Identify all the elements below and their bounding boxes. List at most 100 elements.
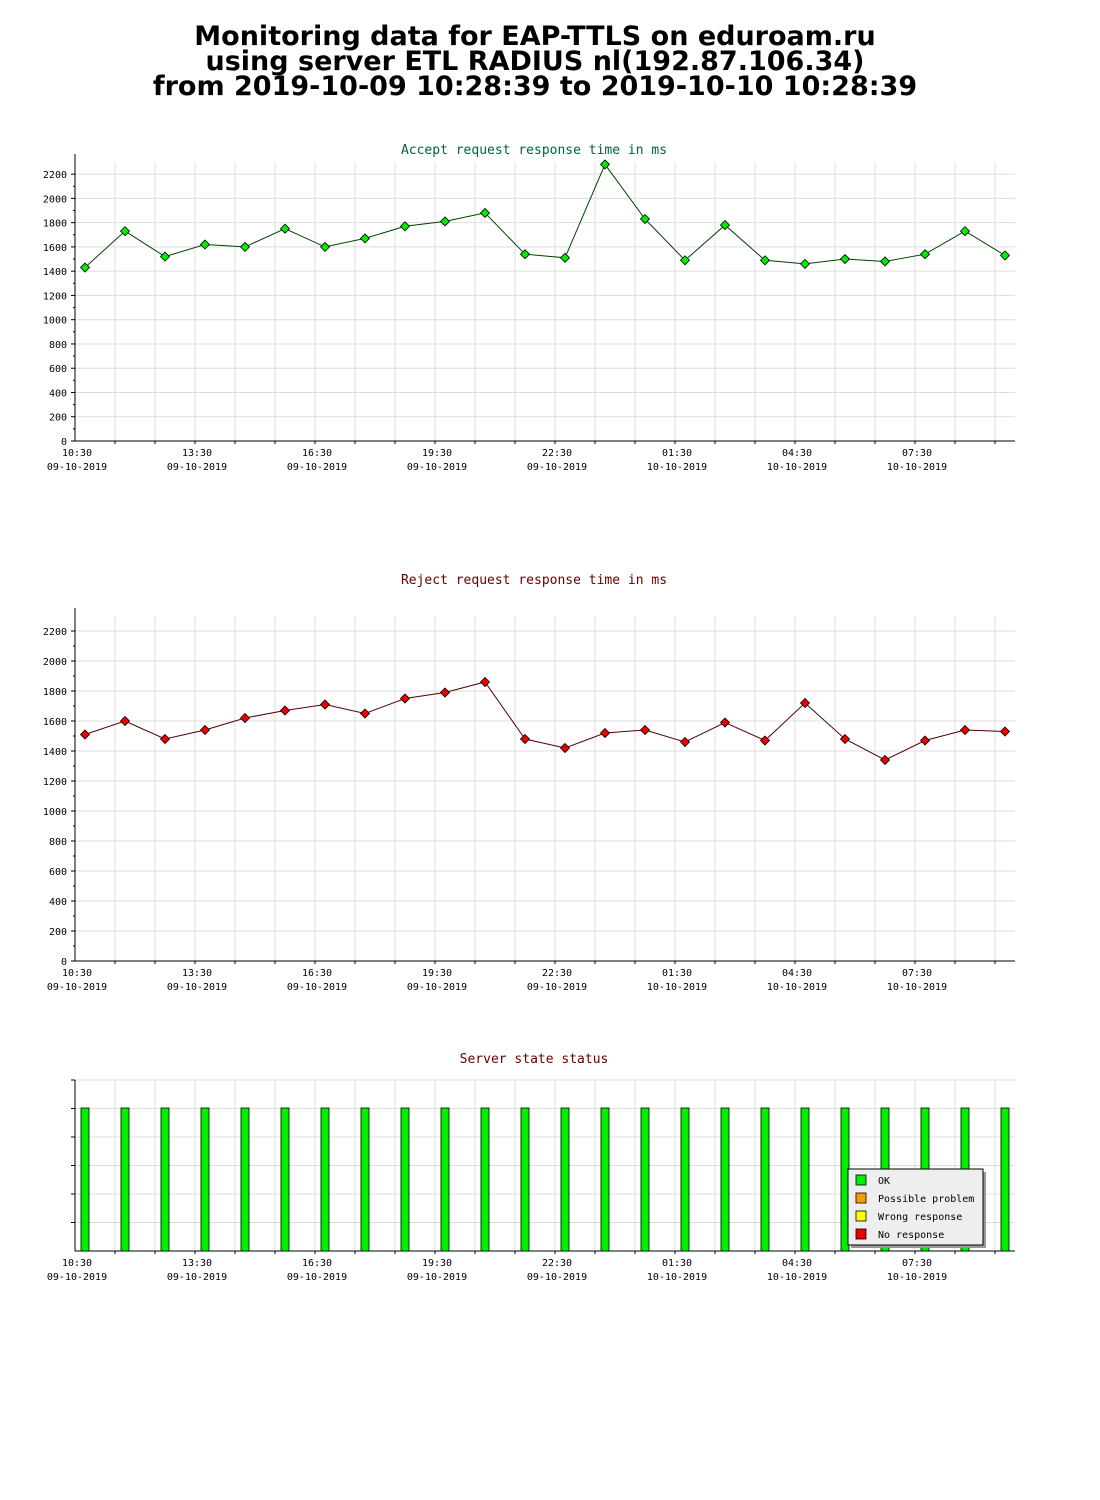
x-tick-date: 09-10-2019: [47, 982, 107, 993]
data-point: [519, 733, 531, 745]
server-state-chart: Server state status 10:30 09-10-2019 13:30 0…: [47, 1052, 1015, 1283]
data-point: [879, 754, 891, 766]
x-tick-time: 22:30: [542, 968, 572, 979]
status-bar: [280, 1107, 290, 1252]
status-bar: [120, 1107, 130, 1252]
x-tick-date: 10-10-2019: [767, 982, 827, 993]
data-point: [599, 727, 611, 739]
x-tick-date: 09-10-2019: [47, 1272, 107, 1283]
data-point: [759, 255, 771, 266]
x-tick-date: 09-10-2019: [407, 462, 467, 473]
data-point: [959, 226, 971, 237]
x-tick-time: 07:30: [902, 1258, 932, 1269]
y-tick-label: 1800: [43, 687, 67, 698]
reject-response-chart: Reject request response time in ms 0 200 40…: [43, 573, 1015, 993]
data-point: [279, 705, 291, 716]
x-tick-time: 04:30: [782, 968, 812, 979]
x-tick-date: 10-10-2019: [887, 462, 947, 473]
x-tick-time: 07:30: [902, 968, 932, 979]
x-tick-date: 09-10-2019: [407, 1272, 467, 1283]
y-tick-label: 600: [49, 364, 67, 375]
y-tick-label: 1400: [43, 267, 67, 278]
data-point: [119, 715, 131, 727]
data-point: [959, 724, 971, 736]
y-tick-label: 0: [61, 957, 67, 968]
chart-title: Accept request response time in ms: [401, 143, 667, 158]
y-tick-label: 800: [49, 340, 67, 351]
y-tick-label: 1800: [43, 219, 67, 230]
status-bar: [440, 1107, 450, 1252]
accept-response-chart: Accept request response time in ms 0 200 40…: [43, 143, 1015, 473]
legend-label: OK: [878, 1176, 890, 1187]
x-tick-date: 10-10-2019: [887, 982, 947, 993]
status-bar: [160, 1107, 170, 1252]
data-point: [159, 733, 171, 745]
x-tick-time: 10:30: [62, 968, 92, 979]
data-point: [439, 216, 451, 227]
x-tick-time: 07:30: [902, 448, 932, 459]
x-tick-time: 19:30: [422, 968, 452, 979]
data-point: [479, 207, 491, 219]
y-tick-label: 1200: [43, 291, 67, 302]
x-tick-time: 10:30: [62, 1258, 92, 1269]
x-tick-date: 09-10-2019: [47, 462, 107, 473]
status-bar: [360, 1107, 370, 1252]
data-point: [999, 250, 1011, 261]
data-point: [839, 253, 851, 265]
legend-label: Possible problem: [878, 1194, 974, 1205]
legend-swatch: [855, 1228, 867, 1240]
series-line: [84, 163, 1006, 268]
title-line-1: Monitoring data for EAP-TTLS on eduroam.…: [194, 21, 876, 52]
x-tick-date: 09-10-2019: [167, 982, 227, 993]
status-bar: [760, 1107, 770, 1252]
status-bar: [200, 1107, 210, 1252]
y-tick-label: 1400: [43, 747, 67, 758]
legend-swatch: [855, 1192, 867, 1204]
y-tick-label: 800: [49, 837, 67, 848]
data-point: [759, 735, 771, 746]
x-tick-date: 10-10-2019: [767, 462, 827, 473]
x-tick-time: 13:30: [182, 448, 212, 459]
y-tick-label: 0: [61, 437, 67, 448]
status-bar: [400, 1107, 410, 1252]
data-point: [839, 733, 851, 745]
data-point: [359, 708, 371, 719]
y-tick-label: 2000: [43, 657, 67, 668]
x-tick-date: 09-10-2019: [287, 1272, 347, 1283]
chart-title: Server state status: [460, 1052, 609, 1067]
title-line-2: using server ETL RADIUS nl(192.87.106.34…: [205, 46, 865, 77]
data-point: [239, 712, 251, 724]
status-bar: [240, 1107, 250, 1252]
x-tick-date: 10-10-2019: [887, 1272, 947, 1283]
status-bar: [600, 1107, 610, 1252]
x-tick-time: 10:30: [62, 448, 92, 459]
status-bar: [520, 1107, 530, 1252]
legend-label: No response: [878, 1230, 944, 1241]
legend-swatch: [855, 1210, 867, 1222]
y-tick-label: 1000: [43, 807, 67, 818]
data-point: [599, 159, 611, 170]
y-tick-label: 1600: [43, 243, 67, 254]
data-point: [559, 252, 571, 263]
data-point: [919, 249, 931, 260]
y-tick-label: 1200: [43, 777, 67, 788]
data-point: [879, 256, 891, 267]
x-tick-time: 01:30: [662, 968, 692, 979]
status-bar: [560, 1107, 570, 1252]
y-tick-label: 600: [49, 867, 67, 878]
x-tick-time: 19:30: [422, 1258, 452, 1269]
data-point: [639, 213, 651, 225]
y-tick-label: 400: [49, 897, 67, 908]
x-tick-time: 16:30: [302, 968, 332, 979]
series-line: [84, 681, 1006, 761]
data-point: [799, 697, 811, 709]
legend-box: [847, 1168, 984, 1246]
data-point: [79, 262, 91, 273]
x-tick-date: 09-10-2019: [167, 1272, 227, 1283]
status-bar: [80, 1107, 90, 1252]
data-point: [719, 717, 731, 728]
y-tick-label: 1000: [43, 316, 67, 327]
status-bar: [720, 1107, 730, 1252]
data-point: [199, 724, 211, 736]
data-point: [439, 687, 451, 698]
